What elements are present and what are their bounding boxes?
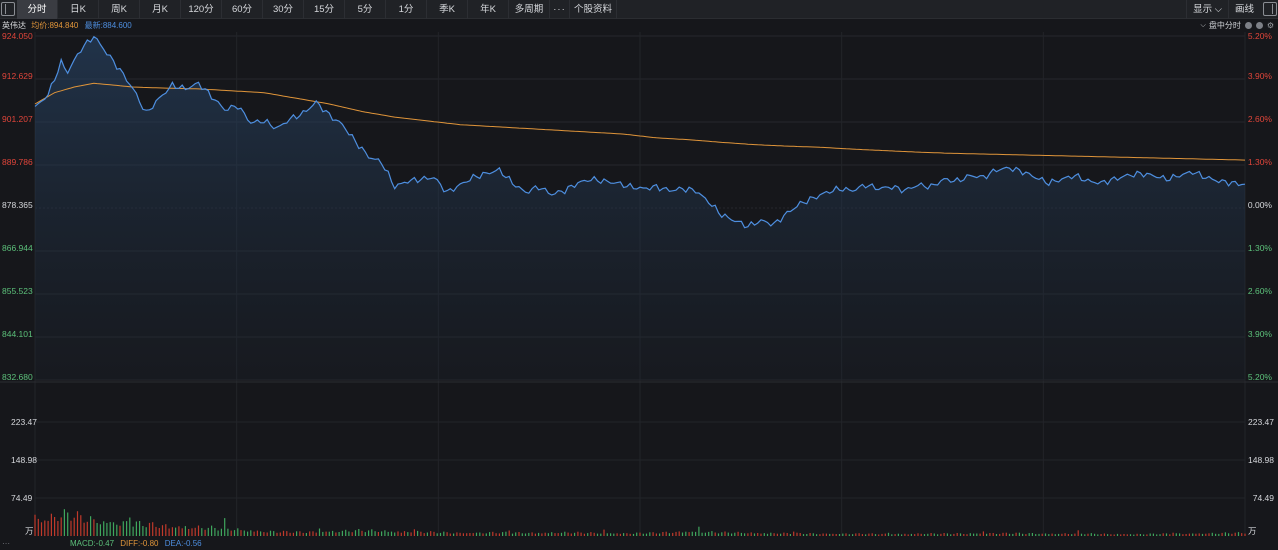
tab-4[interactable]: 120分: [181, 0, 222, 19]
tab-6[interactable]: 30分: [263, 0, 304, 19]
tab-13[interactable]: ···: [550, 0, 570, 19]
tab-10[interactable]: 季K: [427, 0, 468, 19]
session-label[interactable]: 盘中分时: [1208, 21, 1241, 30]
price-line: [34, 35, 1246, 229]
price-tick-label: 832.680: [2, 372, 33, 382]
percent-tick-label: 3.90%: [1248, 71, 1273, 81]
draw-line-button[interactable]: 画线: [1227, 0, 1260, 19]
tab-12[interactable]: 多周期: [509, 0, 550, 19]
chevron-down-icon: ⌵: [1214, 4, 1222, 15]
stock-name: 英伟达: [2, 21, 26, 30]
percent-tick-label: 1.30%: [1248, 157, 1273, 167]
price-tick-label: 924.050: [2, 31, 33, 41]
volume-tick-label-right: 223.47: [1248, 417, 1274, 427]
price-tick-label: 912.629: [2, 71, 33, 81]
percent-axis-right: 5.20% 3.90% 2.60% 1.30% 0.00% 1.30% 2.60% 3.90%…: [1248, 31, 1273, 382]
tab-3[interactable]: 月K: [140, 0, 181, 19]
volume-unit-label: 万: [25, 526, 34, 536]
price-tick-label: 889.786: [2, 157, 33, 167]
percent-tick-label: 2.60%: [1248, 114, 1273, 124]
add-icon[interactable]: [1244, 22, 1252, 29]
tab-2[interactable]: 周K: [99, 0, 140, 19]
percent-tick-label: 0.00%: [1248, 200, 1273, 210]
tab-0[interactable]: 分时: [17, 0, 58, 19]
volume-unit-label-right: 万: [1248, 526, 1257, 536]
display-button[interactable]: 显示 ⌵: [1186, 0, 1228, 19]
percent-tick-label: 3.90%: [1248, 329, 1273, 339]
sidebar-toggle-icon[interactable]: [1, 2, 15, 16]
price-tick-label: 901.207: [2, 114, 33, 124]
dea-value: DEA:-0.56: [164, 539, 202, 548]
chart-toolbar: 分时 日K 周K 月K 120分 60分 30分 15分 5分 1分 季K 年K 多周期 ··· 个股资料 …: [0, 0, 1278, 19]
quote-info: 英伟达 均价:894.840 最新:884.600: [2, 20, 132, 31]
avg-price-readout: 均价:894.840: [31, 21, 79, 30]
chevron-down-icon[interactable]: ⌵: [1200, 22, 1206, 29]
tab-1[interactable]: 日K: [58, 0, 99, 19]
macd-readout: MACD:-0.47 DIFF:-0.80 DEA:-0.56: [70, 539, 202, 549]
diff-value: DIFF:-0.80: [120, 539, 159, 548]
display-label: 显示: [1193, 4, 1213, 15]
gear-icon[interactable]: ⚙: [1266, 21, 1274, 30]
price-area-fill: [35, 36, 1245, 380]
tab-8[interactable]: 5分: [345, 0, 386, 19]
last-price-readout: 最新:884.600: [84, 21, 132, 30]
session-selector: ⌵ 盘中分时 ⚙: [1201, 20, 1274, 31]
price-axis-left: 924.050 912.629 901.207 889.786 878.365 866.9…: [2, 31, 33, 382]
volume-tick-label: 223.47: [11, 417, 37, 427]
price-tick-label: 844.101: [2, 329, 33, 339]
price-tick-label: 866.944: [2, 243, 33, 253]
avg-price-line: [34, 82, 1246, 161]
percent-tick-label: 5.20%: [1248, 372, 1273, 382]
volume-tick-label: 148.98: [11, 455, 37, 465]
volume-tick-label-right: 148.98: [1248, 455, 1274, 465]
remove-icon[interactable]: [1255, 22, 1263, 29]
volume-bars: [34, 509, 1246, 536]
volume-tick-label: 74.49: [11, 493, 33, 503]
tab-5[interactable]: 60分: [222, 0, 263, 19]
tab-9[interactable]: 1分: [386, 0, 427, 19]
price-tick-label: 855.523: [2, 286, 33, 296]
period-tabs: 分时 日K 周K 月K 120分 60分 30分 15分 5分 1分 季K 年K 多周期 ··· 个股资料: [17, 0, 617, 19]
percent-tick-label: 1.30%: [1248, 243, 1273, 253]
toolbar-right: 显示 ⌵ 画线: [1186, 0, 1260, 19]
price-tick-label: 878.365: [2, 200, 33, 210]
macd-value: MACD:-0.47: [70, 539, 115, 548]
macd-expand-icon[interactable]: ⋯: [2, 539, 10, 548]
tab-14[interactable]: 个股资料: [570, 0, 617, 19]
percent-tick-label: 2.60%: [1248, 286, 1273, 296]
volume-axis: 223.47 223.47 148.98 148.98 74.49 74.49 万 万: [11, 417, 1274, 536]
panel-toggle-icon[interactable]: [1263, 2, 1277, 16]
tab-7[interactable]: 15分: [304, 0, 345, 19]
tab-11[interactable]: 年K: [468, 0, 509, 19]
percent-tick-label: 5.20%: [1248, 31, 1273, 41]
volume-tick-label-right: 74.49: [1253, 493, 1275, 503]
